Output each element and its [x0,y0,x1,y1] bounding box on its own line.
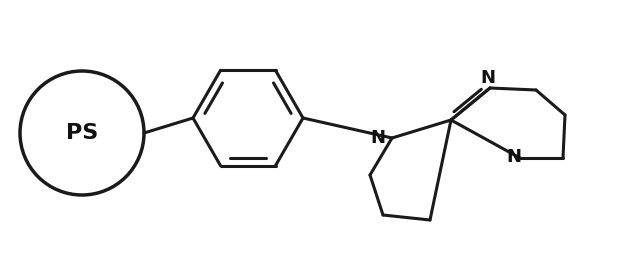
Text: N: N [506,148,522,166]
Text: N: N [481,69,495,87]
Text: PS: PS [66,123,98,143]
Text: N: N [370,129,385,147]
